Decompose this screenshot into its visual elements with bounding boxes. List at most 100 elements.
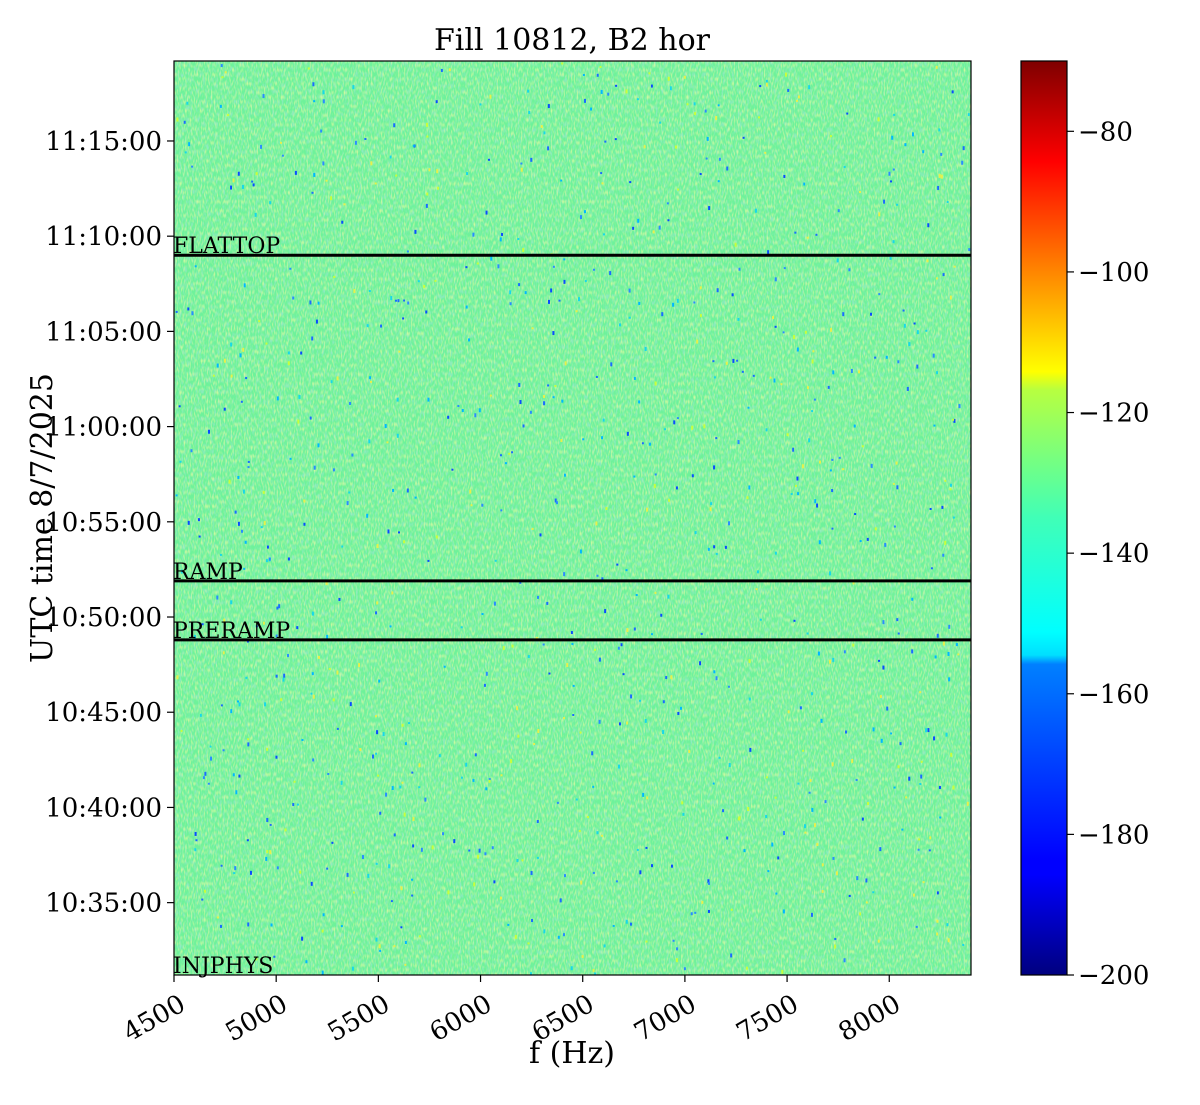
speckle bbox=[754, 208, 757, 213]
speckle bbox=[819, 460, 822, 464]
speckle bbox=[230, 709, 233, 714]
speckle bbox=[593, 648, 596, 651]
speckle bbox=[391, 591, 394, 595]
speckle bbox=[652, 230, 655, 234]
speckle bbox=[700, 632, 703, 635]
speckle bbox=[912, 893, 915, 897]
speckle bbox=[374, 715, 377, 718]
speckle bbox=[615, 880, 618, 883]
speckle bbox=[426, 192, 429, 196]
speckle bbox=[265, 856, 268, 861]
speckle bbox=[465, 266, 468, 269]
speckle bbox=[885, 355, 888, 359]
speckle bbox=[175, 310, 178, 313]
speckle bbox=[808, 791, 811, 794]
speckle bbox=[491, 846, 494, 850]
speckle bbox=[521, 859, 524, 862]
speckle bbox=[280, 698, 283, 702]
speckle bbox=[336, 376, 339, 381]
speckle bbox=[542, 643, 545, 646]
speckle bbox=[592, 871, 595, 874]
speckle bbox=[886, 706, 889, 711]
speckle bbox=[878, 659, 881, 662]
speckle bbox=[802, 749, 805, 752]
speckle bbox=[393, 123, 396, 128]
y-tick-label: 10:35:00 bbox=[45, 889, 162, 919]
speckle bbox=[535, 636, 538, 639]
speckle bbox=[769, 376, 772, 379]
speckle bbox=[699, 314, 702, 318]
speckle bbox=[717, 104, 720, 107]
speckle bbox=[494, 559, 497, 562]
speckle bbox=[472, 778, 475, 782]
speckle bbox=[322, 90, 325, 95]
speckle bbox=[892, 168, 895, 171]
colorbar-tick-label: −200 bbox=[1078, 961, 1149, 991]
speckle bbox=[183, 120, 186, 124]
speckle bbox=[194, 265, 197, 268]
speckle bbox=[260, 144, 263, 149]
speckle bbox=[265, 342, 268, 345]
speckle bbox=[938, 173, 941, 178]
speckle bbox=[408, 722, 411, 725]
speckle bbox=[908, 776, 911, 781]
speckle bbox=[926, 259, 929, 263]
speckle bbox=[594, 972, 597, 975]
x-tick-label: 8000 bbox=[834, 989, 906, 1048]
speckle bbox=[866, 537, 869, 541]
speckle bbox=[746, 496, 749, 500]
speckle bbox=[275, 755, 278, 759]
speckle bbox=[816, 503, 819, 508]
speckle bbox=[382, 732, 385, 737]
speckle bbox=[765, 79, 768, 84]
speckle bbox=[531, 919, 534, 923]
speckle bbox=[547, 384, 550, 387]
speckle bbox=[447, 415, 450, 419]
speckle bbox=[610, 362, 613, 367]
speckle bbox=[595, 375, 598, 378]
speckle bbox=[358, 663, 361, 668]
speckle bbox=[418, 786, 421, 789]
speckle bbox=[694, 112, 697, 116]
speckle bbox=[715, 676, 718, 681]
speckle bbox=[476, 854, 479, 859]
speckle bbox=[374, 182, 377, 185]
speckle bbox=[637, 218, 640, 223]
speckle bbox=[376, 730, 379, 735]
speckle bbox=[787, 88, 790, 92]
speckle bbox=[601, 436, 604, 440]
speckle bbox=[276, 396, 279, 401]
speckle bbox=[874, 527, 877, 531]
speckle bbox=[626, 721, 629, 725]
speckle bbox=[465, 305, 468, 309]
speckle bbox=[749, 747, 752, 752]
x-tick-label: 6000 bbox=[425, 989, 497, 1048]
speckle bbox=[403, 299, 406, 302]
speckle bbox=[518, 382, 521, 387]
speckle bbox=[648, 442, 651, 446]
speckle bbox=[651, 864, 654, 868]
speckle bbox=[704, 109, 707, 113]
speckle bbox=[842, 468, 845, 471]
speckle bbox=[645, 846, 648, 849]
speckle bbox=[370, 161, 373, 166]
speckle bbox=[197, 518, 200, 522]
speckle bbox=[848, 268, 851, 272]
speckle bbox=[392, 488, 395, 492]
speckle bbox=[419, 935, 422, 938]
speckle bbox=[509, 302, 512, 306]
speckle bbox=[950, 752, 953, 757]
speckle bbox=[280, 141, 283, 144]
speckle bbox=[713, 670, 716, 674]
speckle bbox=[552, 331, 555, 336]
speckle bbox=[203, 889, 206, 893]
speckle bbox=[434, 279, 437, 282]
speckle bbox=[266, 747, 269, 751]
speckle bbox=[296, 626, 299, 630]
speckle bbox=[352, 891, 355, 894]
speckle bbox=[411, 771, 414, 774]
speckle bbox=[829, 469, 832, 472]
speckle bbox=[654, 591, 657, 594]
speckle bbox=[850, 368, 853, 373]
speckle bbox=[527, 89, 530, 93]
